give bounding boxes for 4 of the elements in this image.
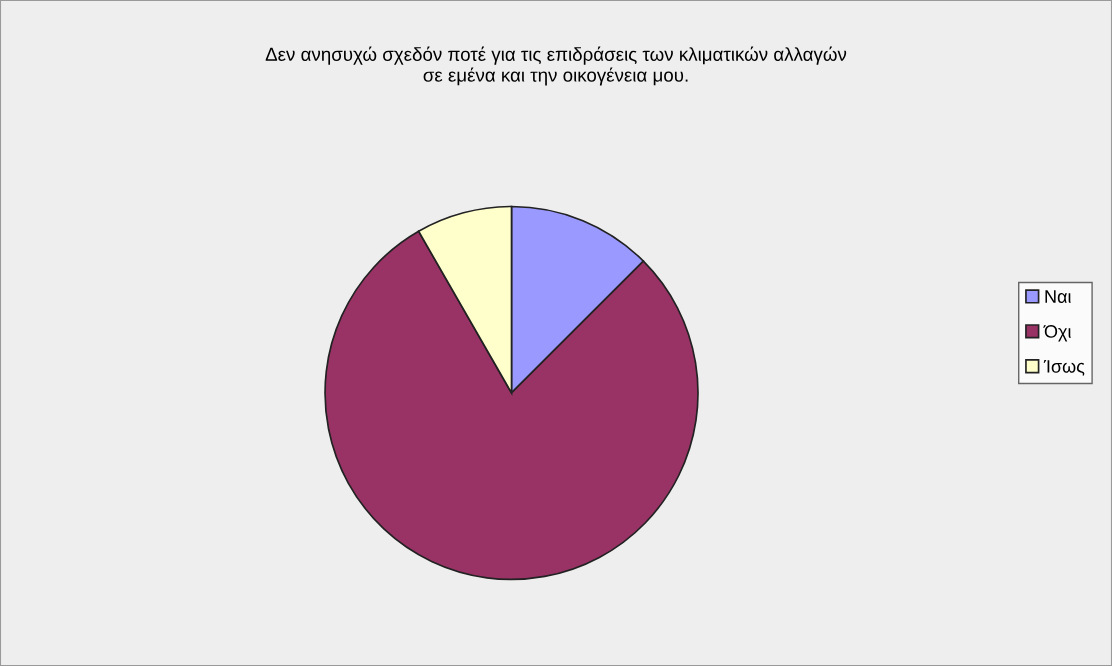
legend-label: Ναι [1045,290,1071,303]
legend-label: Όχι [1043,325,1071,342]
chart-title: Δεν ανησυχώ σχεδόν ποτέ για τις επιδράσεις των κλιματικών αλλαγών σε εμένα και την οικογένεια μου. [265,46,847,86]
legend-label: Ίσως [1043,360,1085,376]
